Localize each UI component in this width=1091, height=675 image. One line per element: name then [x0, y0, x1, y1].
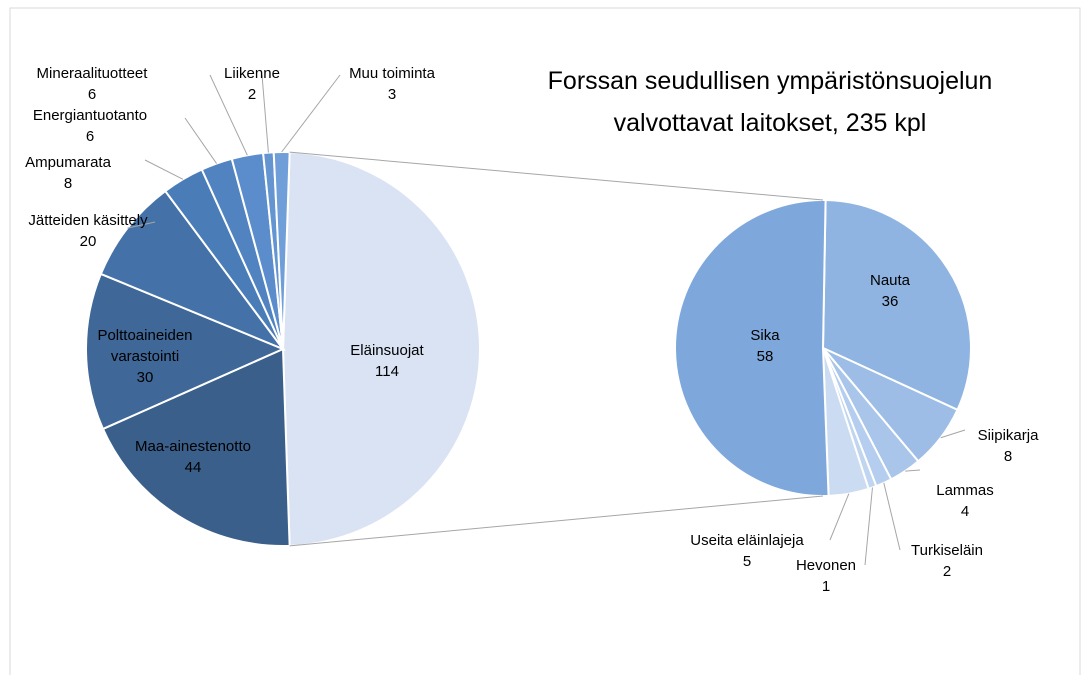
category-label: Sika	[750, 327, 780, 344]
category-label: Muu toiminta	[349, 65, 435, 82]
category-label: Mineraalituotteet	[36, 65, 148, 82]
chart-title: Forssan seudullisen ympäristönsuojelun v…	[547, 67, 993, 137]
value-label: 58	[756, 348, 774, 365]
data-label: Hevonen 1	[786, 555, 866, 597]
value-label: 6	[87, 86, 97, 103]
leader-line	[144, 159, 184, 180]
value-label: 5	[742, 553, 752, 570]
value-label: 1	[821, 578, 831, 595]
value-label: 36	[881, 293, 899, 310]
category-label: Energiantuotanto	[32, 107, 148, 124]
category-label: Useita eläinlajeja	[690, 532, 804, 549]
data-label: Maa-ainestenotto 44	[118, 436, 268, 478]
leader-line	[184, 117, 218, 164]
category-label: Turkiseläin	[911, 542, 983, 559]
leader-line	[940, 429, 966, 439]
category-label: Nauta	[869, 272, 911, 289]
data-label: Mineraalituotteet 6	[22, 63, 162, 105]
data-label: Lammas 4	[925, 480, 1005, 522]
data-label: Nauta 36	[850, 270, 930, 312]
value-label: 30	[136, 369, 154, 386]
leader-line	[905, 469, 921, 472]
category-label: Maa-ainestenotto	[135, 438, 251, 455]
data-label: Energiantuotanto 6	[25, 105, 155, 147]
category-label: Liikenne	[224, 65, 280, 82]
value-label: 6	[85, 128, 95, 145]
data-label: Eläinsuojat 114	[327, 340, 447, 382]
pie-slice	[101, 347, 291, 547]
category-label: Hevonen	[795, 557, 857, 574]
category-label: Siipikarja	[977, 427, 1039, 444]
data-label: Useita eläinlajeja 5	[672, 530, 822, 572]
connector-line	[289, 495, 824, 547]
leader-line	[829, 493, 850, 541]
data-label: Liikenne 2	[212, 63, 292, 105]
category-label: Ampumarata	[25, 154, 111, 171]
leader-line	[864, 487, 873, 566]
leader-line	[883, 482, 901, 551]
chart-border	[9, 7, 1081, 675]
data-label: Ampumarata 8	[18, 152, 118, 194]
pie-slice	[281, 151, 481, 547]
category-label: Polttoaineiden varastointi	[97, 327, 193, 365]
pie-slice	[821, 199, 972, 412]
leader-line	[281, 74, 341, 153]
data-label: Muu toiminta 3	[332, 63, 452, 105]
pie-slice	[85, 272, 286, 431]
leader-line	[261, 74, 269, 153]
value-label: 2	[942, 563, 952, 580]
data-label: Siipikarja 8	[958, 425, 1058, 467]
data-label: Turkiseläin 2	[897, 540, 997, 582]
leader-line	[209, 74, 248, 156]
value-label: 8	[63, 175, 73, 192]
data-label: Sika 58	[725, 325, 805, 367]
pie-slice	[674, 199, 830, 497]
data-label: Jätteiden käsittely 20	[13, 210, 163, 252]
value-label: 8	[1003, 448, 1013, 465]
value-label: 4	[960, 503, 970, 520]
connector-line	[289, 151, 824, 201]
category-label: Lammas	[936, 482, 994, 499]
value-label: 20	[79, 233, 97, 250]
value-label: 2	[247, 86, 257, 103]
value-label: 114	[375, 363, 399, 380]
leader-line	[127, 221, 156, 229]
data-label: Polttoaineiden varastointi 30	[80, 325, 210, 388]
category-label: Eläinsuojat	[350, 342, 424, 359]
category-label: Jätteiden käsittely	[28, 212, 148, 229]
value-label: 44	[184, 459, 202, 476]
value-label: 3	[387, 86, 397, 103]
